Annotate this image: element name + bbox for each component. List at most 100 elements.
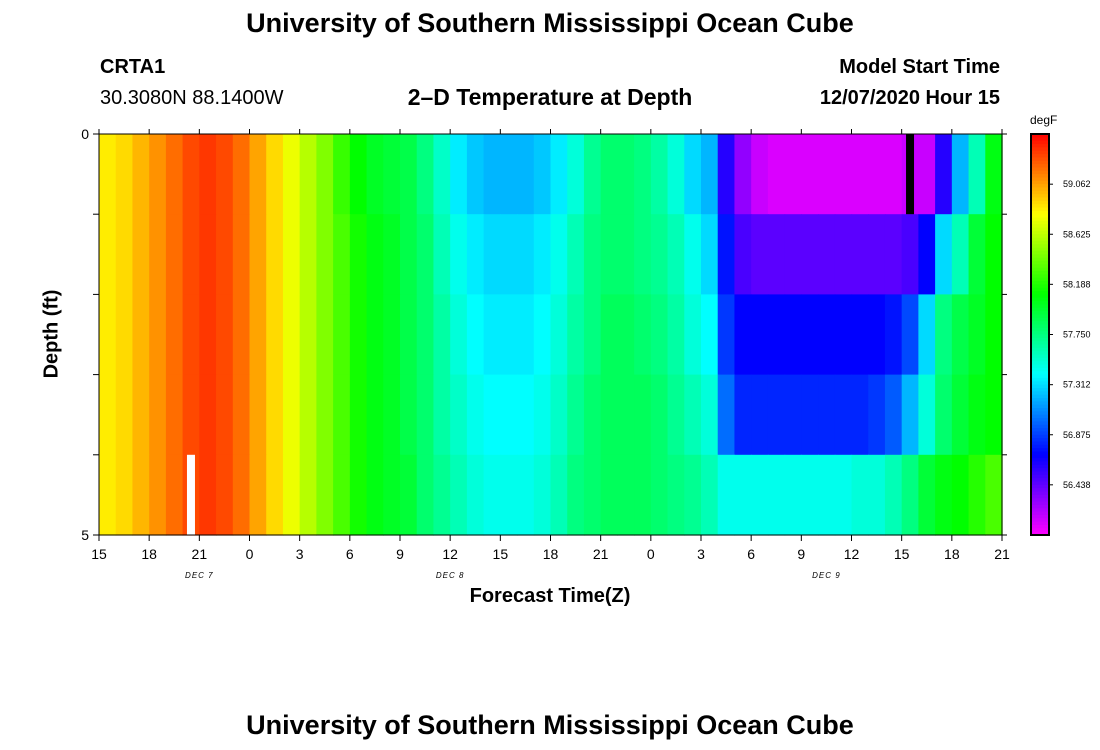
colorbar-swatch xyxy=(1031,160,1049,165)
heatmap-cell xyxy=(701,454,719,536)
heatmap-cell xyxy=(751,214,769,295)
heatmap-cell xyxy=(784,134,802,215)
heatmap-cell xyxy=(968,374,986,456)
heatmap-cell xyxy=(968,134,986,215)
colorbar-swatch xyxy=(1031,518,1049,523)
y-axis: 05 xyxy=(81,126,1007,543)
colorbar-swatch xyxy=(1031,474,1049,479)
colorbar-swatch xyxy=(1031,144,1049,148)
heatmap-cell xyxy=(567,294,585,376)
heatmap-cell xyxy=(884,454,903,536)
heatmap-cell xyxy=(383,134,401,215)
colorbar-swatch xyxy=(1031,371,1049,376)
heatmap-cell xyxy=(650,374,669,456)
heatmap-cell xyxy=(517,374,535,456)
colorbar-swatch xyxy=(1031,387,1049,392)
colorbar-swatch xyxy=(1031,414,1049,419)
colorbar-swatch xyxy=(1031,220,1049,225)
heatmap-cell xyxy=(801,374,819,456)
colorbar-swatch xyxy=(1031,274,1049,279)
heatmap-cell xyxy=(232,134,251,215)
heatmap-cell xyxy=(400,134,418,215)
heatmap-cell xyxy=(901,374,919,456)
colorbar-swatch xyxy=(1031,164,1049,169)
heatmap-cell xyxy=(617,294,635,376)
heatmap-cell xyxy=(349,294,368,376)
y-axis-label: Depth (ft) xyxy=(40,289,63,379)
colorbar-unit: degF xyxy=(1030,113,1058,127)
heatmap-cell xyxy=(216,134,234,215)
colorbar-swatch xyxy=(1031,508,1049,513)
colorbar-swatch xyxy=(1031,254,1049,259)
heatmap-cell xyxy=(717,294,736,376)
heatmap-cell xyxy=(450,214,468,295)
heatmap-cell xyxy=(784,374,802,456)
colorbar-swatch xyxy=(1031,134,1049,138)
heatmap-cell xyxy=(884,294,903,376)
colorbar-swatch xyxy=(1031,411,1049,416)
colorbar-swatch xyxy=(1031,408,1049,412)
heatmap-cell xyxy=(165,134,184,215)
heatmap-cell xyxy=(583,294,602,376)
colorbar-swatch xyxy=(1031,234,1049,239)
heatmap-cell xyxy=(266,374,284,456)
heatmap-cell xyxy=(216,374,234,456)
heatmap-cell xyxy=(299,294,317,376)
colorbar-swatch xyxy=(1031,327,1049,332)
heatmap-cell xyxy=(918,214,936,295)
x-tick-label: 9 xyxy=(396,546,404,562)
heatmap-cells xyxy=(99,134,1003,536)
heatmap-cell xyxy=(684,214,702,295)
heatmap-cell xyxy=(483,454,501,536)
heatmap-cell xyxy=(717,374,736,456)
heatmap-cell xyxy=(834,134,853,215)
heatmap-cell xyxy=(299,454,317,536)
heatmap-cell xyxy=(834,454,853,536)
x-tick-label: 12 xyxy=(442,546,458,562)
colorbar-swatch xyxy=(1031,224,1049,229)
heatmap-cell xyxy=(533,374,552,456)
colorbar-swatch xyxy=(1031,194,1049,199)
heatmap-cell xyxy=(466,374,485,456)
x-tick-label: 21 xyxy=(994,546,1010,562)
x-date-label: DEC 7 xyxy=(185,571,214,580)
heatmap-cell xyxy=(767,454,786,536)
heatmap-cell xyxy=(316,214,334,295)
heatmap-cell xyxy=(617,454,635,536)
heatmap-cell xyxy=(884,374,903,456)
heatmap-cell xyxy=(667,454,685,536)
heatmap-cell xyxy=(232,454,251,536)
heatmap-cell xyxy=(985,214,1003,295)
colorbar-swatch xyxy=(1031,311,1049,316)
heatmap-cell xyxy=(834,214,853,295)
heatmap-cell xyxy=(617,374,635,456)
heatmap-cell xyxy=(199,214,217,295)
heatmap-cell xyxy=(149,374,167,456)
heatmap-cell xyxy=(851,374,869,456)
colorbar-tick-label: 56.875 xyxy=(1063,430,1091,440)
colorbar-swatch xyxy=(1031,210,1049,215)
heatmap-cell xyxy=(149,454,167,536)
colorbar-swatch xyxy=(1031,297,1049,302)
heatmap-cell xyxy=(634,134,652,215)
heatmap-cell xyxy=(550,214,568,295)
colorbar-swatch xyxy=(1031,444,1049,449)
heatmap-cell xyxy=(266,214,284,295)
heatmap-cell xyxy=(216,294,234,376)
colorbar-swatch xyxy=(1031,150,1049,155)
heatmap-cell xyxy=(650,214,669,295)
heatmap-cell xyxy=(918,454,936,536)
colorbar-swatch xyxy=(1031,271,1049,275)
heatmap-cell xyxy=(182,374,200,456)
heatmap-cell xyxy=(567,374,585,456)
colorbar-swatch xyxy=(1031,190,1049,195)
y-tick-label: 5 xyxy=(81,527,89,543)
colorbar-tick-label: 58.625 xyxy=(1063,229,1091,239)
heatmap-cell xyxy=(182,214,200,295)
heatmap-cell xyxy=(500,214,518,295)
colorbar-swatch xyxy=(1031,428,1049,433)
heatmap-cell xyxy=(884,134,903,215)
heatmap-cell xyxy=(517,214,535,295)
heatmap-cell xyxy=(99,454,117,536)
